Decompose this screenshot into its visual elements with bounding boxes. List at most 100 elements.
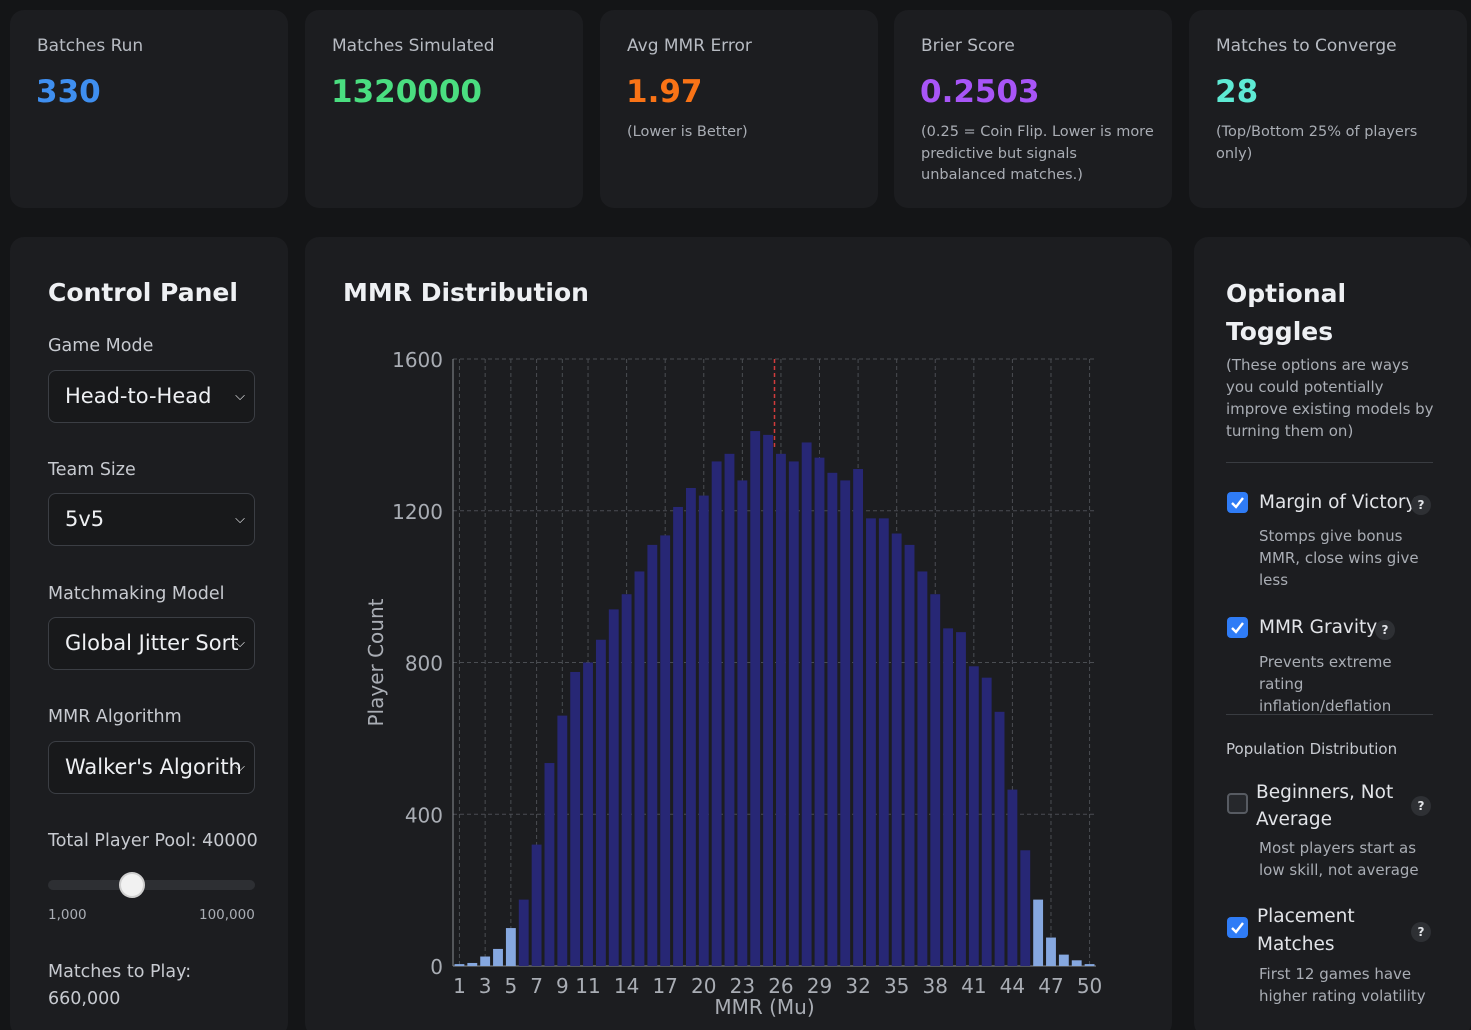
stat-card-brier-score: Brier Score 0.2503 (0.25 = Coin Flip. Lo… bbox=[894, 10, 1172, 208]
histogram-bar bbox=[737, 480, 748, 966]
margin-of-victory-label[interactable]: Margin of Victory bbox=[1259, 492, 1417, 513]
mmr-gravity-checkbox[interactable] bbox=[1227, 617, 1248, 638]
stat-label: Brier Score bbox=[921, 36, 1015, 56]
histogram-bar bbox=[493, 948, 503, 966]
stat-value: 28 bbox=[1215, 74, 1259, 110]
team-size-select[interactable]: 5v5 ⌵ bbox=[48, 493, 255, 546]
histogram-bar bbox=[1071, 960, 1082, 966]
beginners-label[interactable]: Beginners, Not Average bbox=[1256, 782, 1394, 830]
mmr-algorithm-label: MMR Algorithm bbox=[48, 707, 182, 727]
stat-label: Matches to Converge bbox=[1216, 36, 1397, 56]
histogram-bar bbox=[968, 666, 979, 966]
histogram-bar bbox=[608, 609, 619, 966]
placement-matches-checkbox[interactable] bbox=[1227, 917, 1248, 938]
player-pool-slider-thumb[interactable] bbox=[119, 872, 145, 898]
x-tick-label: 17 bbox=[652, 974, 677, 998]
help-icon[interactable]: ? bbox=[1375, 620, 1395, 640]
histogram-bar bbox=[480, 956, 491, 966]
histogram-bar bbox=[866, 518, 876, 966]
stat-note: (Lower is Better) bbox=[627, 124, 748, 140]
histogram-bar bbox=[634, 571, 645, 966]
matchmaking-model-label: Matchmaking Model bbox=[48, 584, 225, 604]
y-axis-label: Player Count bbox=[364, 598, 388, 726]
histogram-bar bbox=[724, 453, 735, 966]
margin-of-victory-checkbox[interactable] bbox=[1227, 492, 1248, 513]
slider-min-label: 1,000 bbox=[48, 907, 87, 923]
histogram-bar bbox=[544, 763, 555, 966]
mmr-gravity-label[interactable]: MMR Gravity bbox=[1259, 617, 1378, 638]
stat-value: 1320000 bbox=[331, 74, 482, 110]
game-mode-select[interactable]: Head-to-Head ⌵ bbox=[48, 370, 255, 423]
histogram-bar bbox=[1084, 964, 1095, 966]
stat-value: 0.2503 bbox=[920, 74, 1040, 110]
y-tick-label: 1600 bbox=[392, 348, 443, 372]
x-tick-label: 38 bbox=[923, 974, 948, 998]
x-tick-label: 7 bbox=[530, 974, 543, 998]
team-size-label: Team Size bbox=[48, 460, 136, 480]
placement-matches-desc: First 12 games have higher rating volati… bbox=[1259, 965, 1426, 1005]
player-pool-label: Total Player Pool: 40000 bbox=[48, 831, 258, 851]
stat-label: Matches Simulated bbox=[332, 36, 495, 56]
toggles-panel-title: Optional Toggles bbox=[1226, 279, 1347, 346]
y-tick-label: 800 bbox=[405, 652, 443, 676]
x-tick-label: 14 bbox=[614, 974, 639, 998]
histogram-bar bbox=[1007, 789, 1018, 966]
help-icon[interactable]: ? bbox=[1411, 495, 1431, 515]
help-icon[interactable]: ? bbox=[1411, 922, 1431, 942]
player-pool-slider-track[interactable] bbox=[48, 880, 255, 890]
y-tick-label: 400 bbox=[405, 803, 443, 827]
beginners-desc: Most players start as low skill, not ave… bbox=[1259, 839, 1419, 879]
x-tick-label: 44 bbox=[1000, 974, 1025, 998]
x-tick-label: 41 bbox=[961, 974, 986, 998]
histogram-bar bbox=[801, 442, 812, 966]
histogram-bar bbox=[853, 469, 864, 966]
placement-matches-label[interactable]: Placement Matches bbox=[1257, 906, 1355, 955]
histogram-bar bbox=[647, 544, 658, 966]
mmr-algorithm-select[interactable]: Walker's Algorith ⌵ bbox=[48, 741, 255, 794]
stat-label: Avg MMR Error bbox=[627, 36, 752, 56]
mmr-gravity-desc: Prevents extreme rating inflation/deflat… bbox=[1259, 653, 1392, 715]
x-tick-label: 1 bbox=[453, 974, 466, 998]
matchmaking-model-select[interactable]: Global Jitter Sort ⌵ bbox=[48, 617, 255, 670]
histogram-bar bbox=[788, 461, 799, 966]
histogram-bar bbox=[1058, 954, 1069, 966]
histogram-bar bbox=[570, 671, 581, 966]
histogram-bar bbox=[557, 715, 568, 966]
histogram-bar bbox=[467, 962, 478, 966]
chart-panel-title: MMR Distribution bbox=[343, 278, 589, 307]
histogram-bar bbox=[711, 461, 722, 966]
x-tick-label: 3 bbox=[479, 974, 492, 998]
y-tick-label: 0 bbox=[430, 955, 443, 979]
matchmaking-model-value: Global Jitter Sort bbox=[65, 631, 239, 655]
chevron-down-icon: ⌵ bbox=[235, 636, 245, 651]
histogram-bar bbox=[621, 594, 632, 966]
histogram-bar bbox=[505, 928, 516, 966]
divider bbox=[1226, 714, 1433, 715]
matches-to-play-label: Matches to Play: bbox=[48, 962, 192, 982]
x-tick-label: 47 bbox=[1038, 974, 1063, 998]
histogram-bar bbox=[994, 711, 1005, 966]
histogram-bar bbox=[763, 434, 773, 966]
stat-card-batches: Batches Run 330 bbox=[10, 10, 288, 208]
stat-note: (0.25 = Coin Flip. Lower is more predict… bbox=[921, 124, 1154, 183]
histogram-bar bbox=[698, 495, 709, 966]
matches-to-play-value: 660,000 bbox=[48, 989, 121, 1009]
histogram-bar bbox=[943, 628, 954, 966]
chevron-down-icon: ⌵ bbox=[235, 760, 245, 775]
histogram-bar bbox=[891, 533, 902, 966]
histogram-bar bbox=[827, 472, 838, 966]
x-tick-label: 32 bbox=[845, 974, 870, 998]
histogram-bar bbox=[776, 453, 786, 966]
x-tick-label: 5 bbox=[505, 974, 518, 998]
y-tick-label: 1200 bbox=[392, 500, 443, 524]
slider-max-label: 100,000 bbox=[199, 907, 255, 923]
histogram-bar bbox=[1046, 937, 1056, 966]
beginners-checkbox[interactable] bbox=[1227, 793, 1248, 814]
histogram-bar bbox=[685, 487, 696, 966]
x-tick-label: 11 bbox=[575, 974, 600, 998]
x-tick-label: 23 bbox=[730, 974, 755, 998]
help-icon[interactable]: ? bbox=[1411, 796, 1431, 816]
x-tick-label: 9 bbox=[556, 974, 569, 998]
stat-card-matches-to-converge: Matches to Converge 28 (Top/Bottom 25% o… bbox=[1189, 10, 1467, 208]
